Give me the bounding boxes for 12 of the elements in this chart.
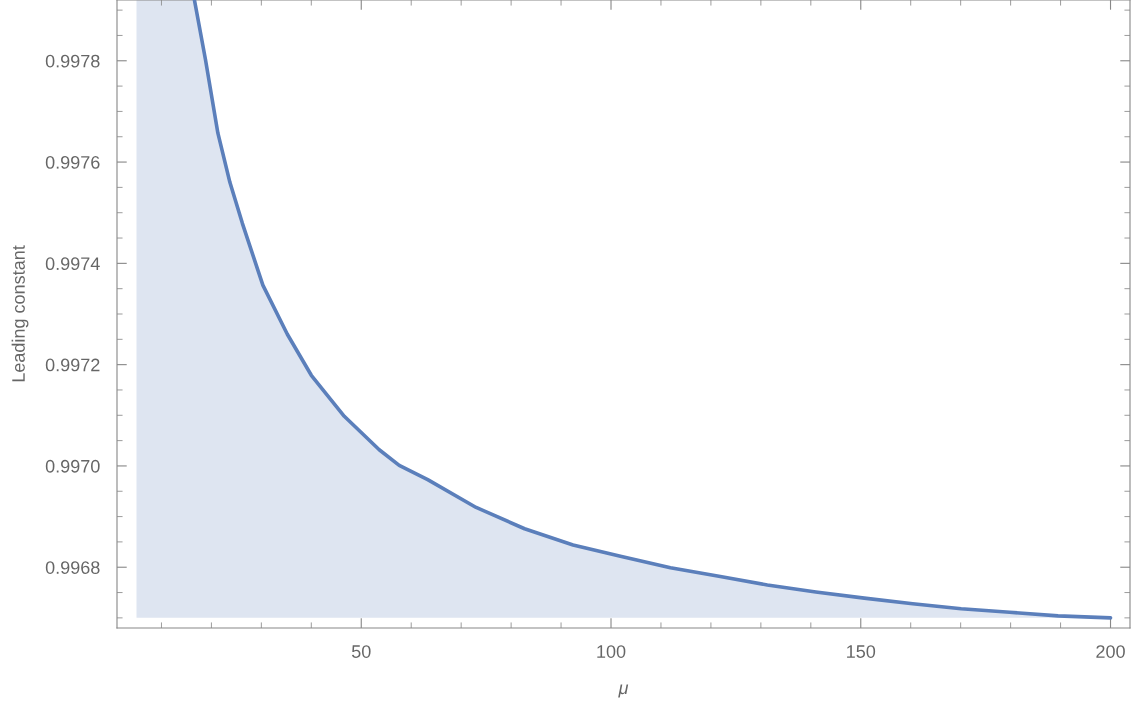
y-tick-label: 0.9976 [45, 156, 100, 169]
y-tick-label: 0.9974 [45, 257, 100, 271]
x-tick-label: 100 [597, 645, 626, 658]
y-tick-label: 0.9972 [45, 358, 100, 372]
y-tick-label: 0.9970 [45, 459, 100, 473]
x-tick-label: 200 [1096, 645, 1125, 658]
y-tick-label: 0.9968 [45, 561, 100, 574]
x-tick-label: 50 [351, 645, 371, 658]
y-axis-title: Leading constant [11, 245, 29, 382]
x-axis-title: μ [618, 684, 629, 698]
y-tick-label: 0.9978 [45, 54, 100, 68]
x-tick-label: 150 [847, 645, 876, 658]
